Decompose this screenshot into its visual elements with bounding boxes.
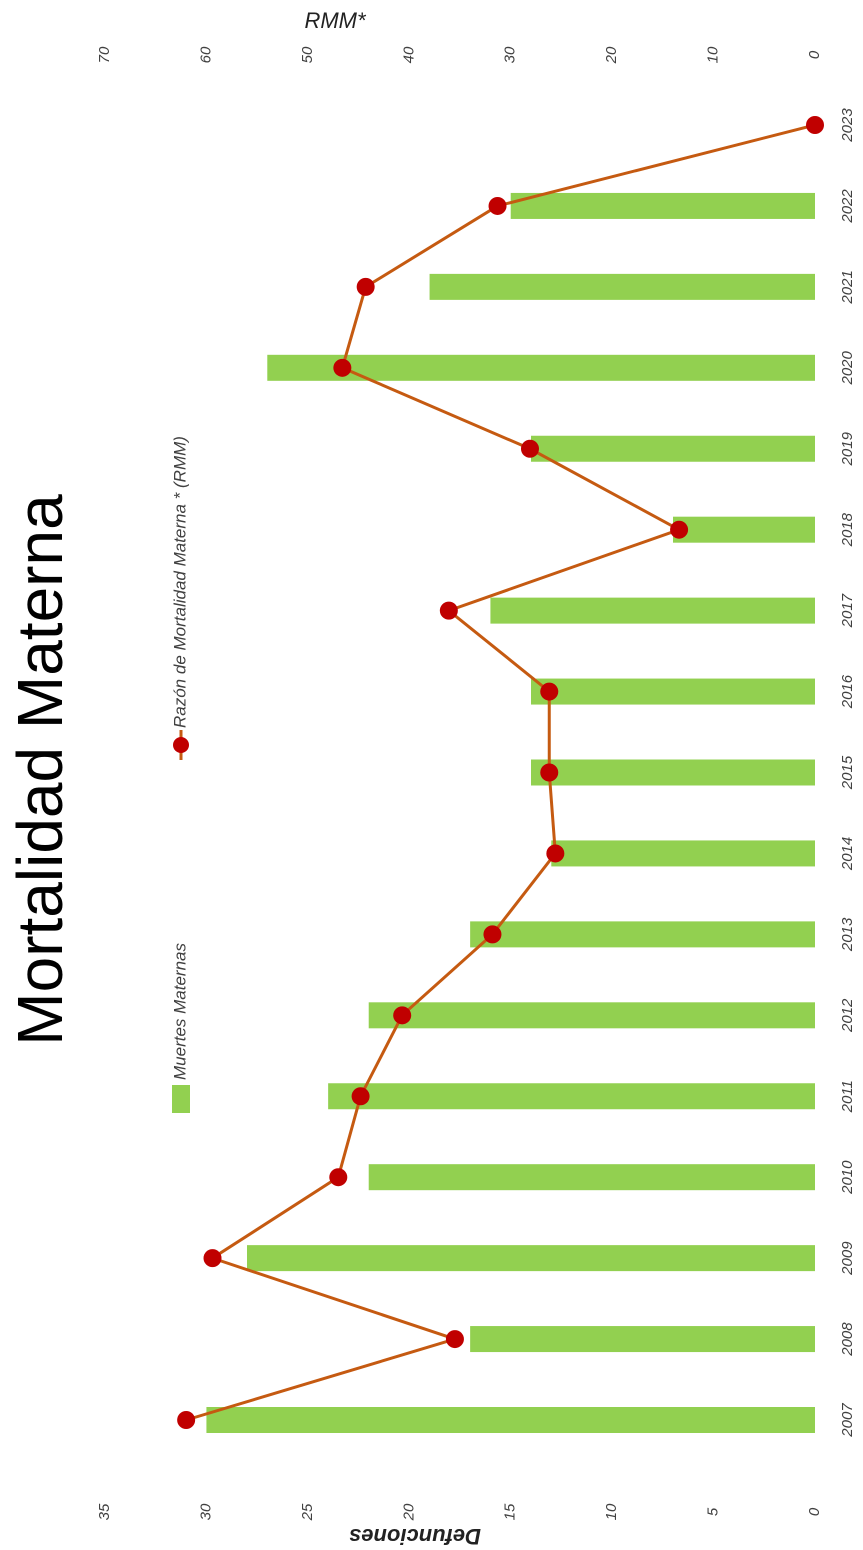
y-tick-label: 20 [400, 1503, 417, 1521]
marker [177, 1411, 196, 1429]
x-tick-label: 2021 [839, 270, 856, 304]
bar [328, 1083, 815, 1110]
y2-axis-title: RMM* [304, 8, 367, 33]
marker [483, 925, 502, 944]
x-tick-label: 2017 [839, 593, 856, 628]
y-tick-label: 15 [502, 1503, 519, 1520]
bar [551, 840, 815, 867]
bar [531, 759, 815, 786]
marker [356, 277, 375, 296]
marker [540, 682, 559, 701]
x-tick-label: 2020 [839, 350, 856, 385]
x-tick-label: 2012 [839, 998, 856, 1033]
legend-marker [173, 737, 189, 753]
y2-tick-label: 10 [705, 46, 722, 63]
x-tick-label: 2007 [839, 1403, 856, 1438]
x-tick-label: 2019 [839, 431, 856, 466]
marker [439, 601, 458, 620]
legend-label: Muertes Maternas [170, 943, 189, 1080]
y2-tick-label: 40 [400, 46, 417, 63]
bar [429, 273, 815, 300]
marker [333, 358, 352, 377]
chart-title: Mortalidad Materna [4, 494, 76, 1046]
marker [806, 116, 824, 134]
marker [540, 763, 559, 782]
y-tick-label: 0 [806, 1507, 823, 1516]
legend-swatch [172, 1085, 190, 1113]
bar [368, 1164, 815, 1191]
marker [670, 520, 689, 539]
bar [510, 192, 815, 219]
x-tick-label: 2015 [839, 755, 856, 790]
bar [267, 354, 815, 381]
y2-tick-label: 70 [96, 46, 113, 63]
bar [368, 1002, 815, 1029]
marker [203, 1249, 222, 1268]
y2-tick-label: 30 [502, 46, 519, 63]
x-tick-label: 2013 [839, 917, 856, 952]
x-tick-label: 2014 [839, 837, 856, 871]
bar [673, 516, 815, 543]
y2-tick-label: 50 [299, 46, 316, 63]
y-tick-label: 30 [197, 1503, 214, 1520]
x-tick-label: 2008 [839, 1322, 856, 1357]
y-axis-title: Defunciones [349, 1524, 481, 1549]
y-tick-label: 25 [299, 1503, 316, 1521]
marker [520, 439, 539, 458]
y2-tick-label: 60 [197, 46, 214, 63]
marker [393, 1006, 412, 1025]
marker [488, 196, 507, 215]
marker [351, 1087, 370, 1106]
x-tick-label: 2022 [839, 189, 856, 224]
y2-tick-label: 0 [806, 50, 823, 59]
bar [206, 1407, 815, 1433]
bar [470, 921, 815, 948]
legend-label: Razón de Mortalidad Materna * (RMM) [170, 436, 189, 728]
marker [445, 1330, 464, 1349]
marker [329, 1168, 348, 1187]
marker [546, 844, 565, 863]
x-tick-label: 2016 [839, 674, 856, 709]
bar [490, 597, 815, 624]
bar [531, 435, 815, 462]
y-tick-label: 5 [705, 1507, 722, 1516]
y-tick-label: 10 [603, 1503, 620, 1520]
bar [247, 1245, 815, 1272]
y2-tick-label: 20 [603, 46, 620, 64]
x-tick-label: 2011 [839, 1080, 856, 1113]
y-tick-label: 35 [96, 1503, 113, 1520]
x-tick-label: 2009 [839, 1241, 856, 1276]
bar [531, 678, 815, 705]
x-tick-label: 2018 [839, 512, 856, 547]
bar [470, 1326, 815, 1353]
x-tick-label: 2023 [839, 108, 856, 143]
x-tick-label: 2010 [839, 1160, 856, 1195]
